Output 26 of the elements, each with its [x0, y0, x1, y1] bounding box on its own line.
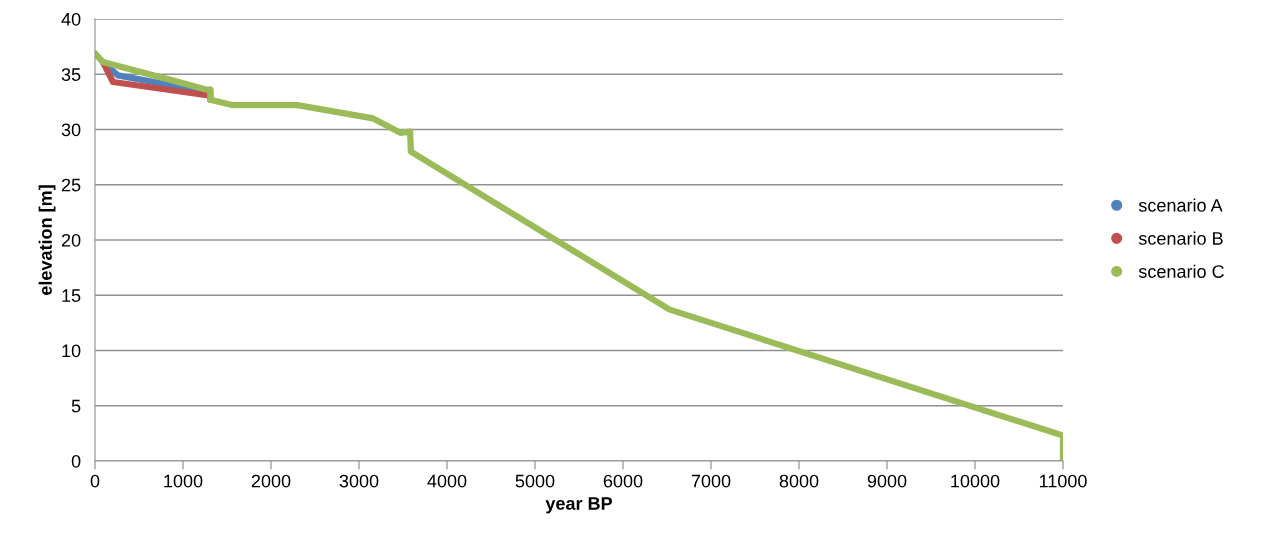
x-tick-label: 3000 — [339, 474, 379, 488]
x-tick-label: 1000 — [164, 474, 203, 488]
x-tick-label: 2000 — [251, 474, 291, 488]
x-tick-label: 9000 — [867, 474, 907, 488]
x-tick-label: 7000 — [691, 474, 731, 488]
y-tick-label: 0 — [71, 454, 81, 468]
y-tick-label: 25 — [61, 178, 81, 192]
y-tick-label: 10 — [62, 344, 81, 358]
y-tick-label: 20 — [61, 233, 81, 247]
y-tick-label: 5 — [71, 399, 81, 413]
y-tick-label: 15 — [62, 289, 81, 302]
x-tick-label: 6000 — [603, 474, 643, 488]
x-axis-title: year BP — [545, 497, 613, 514]
legend-label: scenario B — [1138, 231, 1223, 245]
x-tick-label: 4000 — [427, 474, 467, 488]
legend-label: scenario A — [1138, 198, 1223, 212]
x-tick-label: 8000 — [779, 474, 819, 488]
x-tick-label: 0 — [90, 474, 100, 488]
y-axis-title: elevation [m] — [38, 185, 56, 295]
y-tick-label: 40 — [61, 12, 81, 26]
x-tick-label: 11000 — [1039, 474, 1087, 488]
y-tick-label: 35 — [61, 68, 81, 81]
legend-label: scenario C — [1138, 264, 1224, 278]
x-tick-label: 10000 — [951, 474, 1000, 488]
x-tick-label: 5000 — [515, 474, 555, 488]
y-tick-label: 30 — [61, 123, 81, 137]
